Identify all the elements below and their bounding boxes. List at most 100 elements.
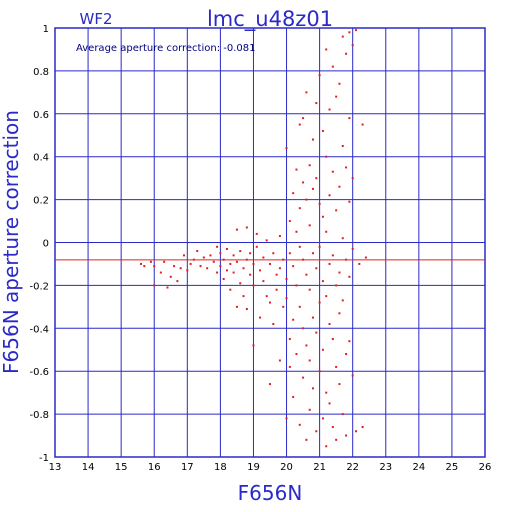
data-point [351, 247, 354, 250]
data-point [305, 344, 308, 347]
data-point [308, 224, 311, 227]
data-point [242, 295, 245, 298]
data-point [285, 147, 288, 150]
data-point [295, 284, 298, 287]
data-point [288, 220, 291, 223]
data-point [153, 284, 156, 287]
data-point [361, 123, 364, 126]
y-tick-label: 0.6 [33, 110, 49, 121]
data-point [318, 202, 321, 205]
data-point [245, 226, 248, 229]
data-point [331, 170, 334, 173]
x-axis-label: F656N [238, 481, 303, 505]
data-point [348, 117, 351, 120]
data-point [315, 102, 318, 105]
x-tick-label: 24 [412, 462, 425, 473]
data-point [325, 295, 328, 298]
data-point [345, 434, 348, 437]
data-point [338, 271, 341, 274]
data-point [235, 260, 238, 263]
data-point [232, 254, 235, 257]
data-point [186, 269, 189, 272]
data-point [169, 275, 172, 278]
data-point [269, 301, 271, 304]
data-point [189, 262, 192, 265]
data-point [318, 245, 321, 248]
data-point [331, 338, 334, 341]
data-point [361, 425, 364, 428]
data-point [302, 117, 305, 120]
data-point [298, 245, 301, 248]
data-point [239, 282, 242, 285]
data-point [235, 228, 238, 231]
data-point [348, 340, 351, 343]
data-point [259, 269, 262, 272]
data-point [212, 260, 215, 263]
data-point [229, 288, 232, 291]
data-point [312, 252, 314, 255]
data-point [196, 250, 199, 253]
x-tick-label: 21 [313, 462, 326, 473]
data-point [262, 256, 265, 259]
data-point [325, 155, 328, 158]
data-point [328, 194, 331, 197]
data-point [348, 275, 351, 278]
data-point [335, 438, 338, 441]
data-point [312, 316, 314, 319]
data-point [239, 250, 242, 253]
data-point [153, 265, 156, 268]
data-point [272, 323, 275, 326]
data-point [318, 301, 321, 304]
data-point [166, 286, 169, 289]
data-point [262, 280, 265, 283]
data-point [249, 252, 252, 255]
data-point [318, 74, 321, 77]
data-point [341, 144, 344, 147]
data-point [358, 262, 361, 265]
data-point [149, 260, 152, 263]
x-tick-label: 25 [446, 462, 459, 473]
data-point [159, 271, 162, 274]
data-point [163, 260, 166, 263]
data-point [295, 168, 298, 171]
data-point [252, 344, 255, 347]
data-point [302, 327, 305, 330]
data-point [355, 29, 357, 32]
data-point [292, 395, 295, 398]
data-point [298, 123, 301, 126]
x-tick-label: 14 [82, 462, 95, 473]
data-point [245, 307, 248, 310]
chart-annotation: Average aperture correction: -0.081 [76, 43, 256, 54]
data-point [315, 331, 318, 334]
data-point [265, 295, 268, 298]
y-tick-label: -0.4 [29, 324, 49, 335]
data-point [298, 305, 301, 308]
data-point [308, 408, 311, 411]
data-point [328, 262, 331, 265]
data-point [209, 254, 212, 257]
data-point [341, 237, 344, 240]
data-point [278, 267, 281, 270]
data-point [345, 258, 348, 261]
data-point [338, 185, 341, 188]
y-tick-label: -0.6 [29, 367, 49, 378]
data-point [351, 374, 354, 377]
data-point [183, 254, 185, 257]
data-point [282, 305, 285, 308]
data-point [341, 35, 344, 38]
data-point [216, 271, 219, 274]
data-point [235, 305, 238, 308]
data-point [348, 200, 351, 203]
data-point [305, 198, 308, 201]
data-point [295, 353, 298, 356]
data-point [202, 256, 205, 259]
y-tick-label: -1 [39, 453, 49, 464]
x-tick-label: 20 [280, 462, 293, 473]
data-point [288, 365, 291, 368]
data-point [351, 177, 354, 180]
data-point [298, 207, 301, 210]
data-point [259, 316, 262, 319]
data-point [278, 235, 281, 238]
x-tick-label: 16 [148, 462, 161, 473]
data-point [140, 262, 142, 265]
